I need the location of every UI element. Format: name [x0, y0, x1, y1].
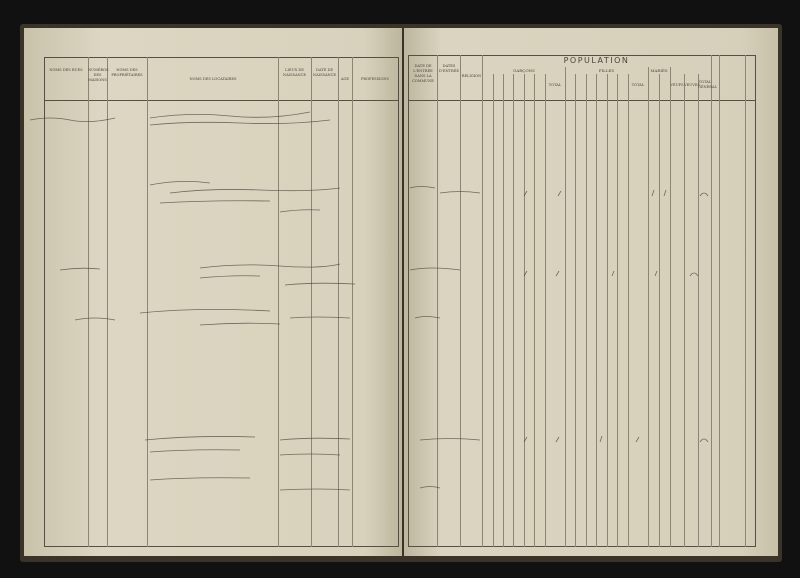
header-entry-dates: Dates d'entrée	[439, 64, 459, 73]
col-divider	[698, 74, 699, 547]
header-tenants: Noms des locataires	[189, 77, 237, 81]
col-divider	[278, 57, 279, 547]
left-page	[24, 28, 402, 556]
header-widows: Veuves	[684, 83, 700, 87]
col-divider	[586, 74, 587, 547]
header-entry-date: Date de l'entrée dans la commune	[412, 64, 434, 83]
col-divider	[684, 74, 685, 547]
header-married: Mariés	[650, 68, 668, 73]
left-header-row	[44, 57, 399, 101]
header-girls: Filles	[598, 68, 615, 73]
col-divider	[482, 55, 483, 547]
col-divider	[648, 67, 649, 547]
header-birthdate: Date de naissance	[312, 68, 337, 77]
col-divider	[88, 57, 89, 547]
col-divider	[670, 67, 671, 547]
header-boys: Garçons	[513, 68, 535, 73]
col-divider	[352, 57, 353, 547]
col-divider	[607, 74, 608, 547]
left-table	[44, 57, 399, 547]
header-girls-total: Total	[631, 83, 645, 87]
col-divider	[711, 55, 712, 547]
col-divider	[338, 57, 339, 547]
header-grand-total: Total général	[698, 80, 717, 89]
col-divider	[659, 74, 660, 547]
col-divider	[513, 74, 514, 547]
col-divider	[107, 57, 108, 547]
col-divider	[493, 74, 494, 547]
col-divider	[719, 55, 720, 547]
col-divider	[575, 74, 576, 547]
col-divider	[534, 74, 535, 547]
header-religion: Religion	[461, 74, 482, 78]
header-population: POPULATION	[563, 56, 630, 65]
header-owners: Noms des propriétaires	[111, 68, 143, 77]
col-divider	[617, 74, 618, 547]
col-divider	[524, 74, 525, 547]
col-divider	[628, 74, 629, 547]
right-header-row	[408, 55, 756, 101]
header-birthplace: Lieux de naissance	[282, 68, 307, 77]
col-divider	[596, 74, 597, 547]
col-divider	[545, 74, 546, 547]
right-table	[408, 55, 756, 547]
header-age: Age	[340, 77, 350, 81]
col-divider	[460, 55, 461, 547]
col-divider	[565, 67, 566, 547]
header-boys-total: Total	[548, 83, 562, 87]
col-divider	[745, 55, 746, 547]
col-divider	[311, 57, 312, 547]
col-divider	[437, 55, 438, 547]
col-divider	[147, 57, 148, 547]
header-streets: Noms des rues	[49, 68, 83, 72]
col-divider	[503, 74, 504, 547]
header-house-numbers: Numéros des maisons	[88, 68, 109, 82]
header-professions: Professions	[360, 77, 390, 81]
header-widowers: Veufs	[670, 83, 684, 87]
right-page	[404, 28, 778, 556]
